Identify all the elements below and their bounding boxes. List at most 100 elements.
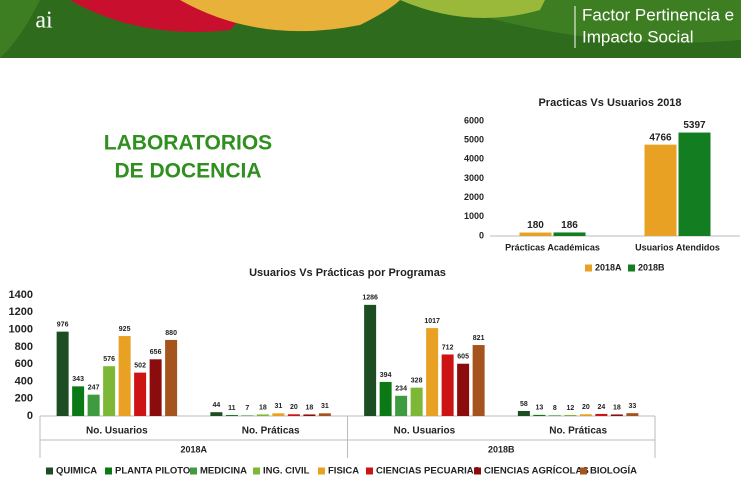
bar — [610, 414, 623, 416]
bar — [134, 372, 147, 416]
banner-title: Factor Pertinencia e — [582, 5, 734, 24]
bar — [241, 415, 254, 416]
heading: LABORATORIOS — [104, 132, 272, 155]
value-label: 247 — [88, 384, 100, 391]
legend-label: CIENCIAS PECUARIAS — [376, 466, 480, 477]
legend-swatch — [580, 467, 587, 475]
value-label: 186 — [561, 220, 578, 231]
value-label: 576 — [103, 356, 115, 363]
bar — [564, 414, 577, 416]
x-tick-label: No. Usuarios — [86, 426, 148, 437]
bar — [410, 387, 423, 416]
value-label: 18 — [613, 404, 621, 411]
y-tick-label: 1200 — [9, 306, 33, 318]
bar — [103, 366, 116, 416]
value-label: 11 — [228, 405, 236, 412]
value-label: 925 — [119, 326, 131, 333]
bar — [165, 339, 178, 416]
value-label: 13 — [535, 405, 543, 412]
banner: ai Factor Pertinencia e Impacto Social — [0, 0, 741, 58]
banner-light — [400, 0, 545, 18]
value-label: 44 — [212, 402, 220, 409]
value-label: 58 — [520, 401, 528, 408]
legend-swatch — [46, 467, 53, 475]
banner-title: Impacto Social — [582, 27, 694, 46]
bar — [87, 394, 100, 416]
legend-swatch — [318, 467, 325, 475]
bar — [364, 304, 377, 416]
x-tick-label: No. Usuarios — [394, 426, 456, 437]
value-label: 31 — [274, 403, 282, 410]
value-label: 712 — [442, 344, 454, 351]
y-tick-label: 1400 — [9, 289, 33, 301]
bar — [303, 414, 316, 416]
logo: ai — [35, 8, 53, 34]
y-tick-label: 0 — [27, 410, 33, 422]
value-label: 502 — [134, 362, 146, 369]
value-label: 180 — [527, 220, 544, 231]
value-label: 20 — [582, 404, 590, 411]
y-tick-label: 1000 — [464, 211, 484, 221]
legend-swatch — [474, 467, 481, 475]
legend-swatch — [585, 264, 592, 272]
y-tick-label: 400 — [15, 375, 33, 387]
bar — [579, 414, 592, 416]
legend-label: BIOLOGÍA — [590, 466, 637, 477]
y-tick-label: 1000 — [9, 323, 33, 335]
value-label: 20 — [290, 404, 298, 411]
chart-title: Practicas Vs Usuarios 2018 — [538, 97, 681, 109]
value-label: 394 — [380, 372, 392, 379]
value-label: 605 — [457, 354, 469, 361]
group-label: 2018A — [180, 444, 207, 454]
legend-label: QUIMICA — [56, 466, 97, 477]
value-label: 1286 — [362, 295, 378, 302]
x-tick-label: Usuarios Atendidos — [635, 242, 720, 252]
x-tick-label: No. Práticas — [549, 426, 607, 437]
value-label: 33 — [628, 403, 636, 410]
x-tick-label: No. Práticas — [242, 426, 300, 437]
value-label: 7 — [245, 405, 249, 412]
bar — [210, 412, 223, 416]
bar — [519, 232, 552, 236]
bar — [553, 232, 586, 236]
value-label: 18 — [305, 404, 313, 411]
bar — [533, 414, 546, 416]
bar — [272, 413, 285, 416]
y-tick-label: 4000 — [464, 154, 484, 164]
bar — [548, 415, 561, 416]
heading: DE DOCENCIA — [114, 160, 261, 183]
group-label: 2018B — [488, 444, 515, 454]
y-tick-label: 6000 — [464, 115, 484, 125]
banner-shade — [0, 0, 741, 58]
bar — [595, 413, 608, 416]
y-tick-label: 0 — [479, 230, 484, 240]
y-tick-label: 200 — [15, 393, 33, 405]
legend-swatch — [253, 467, 260, 475]
legend-swatch — [366, 467, 373, 475]
value-label: 1017 — [424, 318, 440, 325]
value-label: 821 — [473, 335, 485, 342]
legend-label: 2018A — [595, 262, 622, 272]
legend-label: 2018B — [638, 262, 665, 272]
chart-title: Usuarios Vs Prácticas por Programas — [249, 267, 446, 279]
bar — [441, 354, 454, 416]
bar — [149, 359, 162, 416]
value-label: 976 — [57, 321, 69, 328]
y-tick-label: 600 — [15, 358, 33, 370]
value-label: 656 — [150, 349, 162, 356]
legend-label: FISICA — [328, 466, 359, 477]
x-tick-label: Prácticas Académicas — [505, 242, 600, 252]
bar — [318, 413, 331, 416]
value-label: 12 — [566, 405, 574, 412]
legend-label: ING. CIVIL — [263, 466, 310, 477]
bar — [517, 410, 530, 416]
value-label: 880 — [165, 330, 177, 337]
bar — [379, 381, 392, 416]
value-label: 18 — [259, 404, 267, 411]
value-label: 31 — [321, 403, 329, 410]
banner-yellow — [180, 0, 400, 32]
legend-swatch — [628, 264, 635, 272]
bar — [626, 413, 639, 416]
bar — [457, 363, 470, 416]
